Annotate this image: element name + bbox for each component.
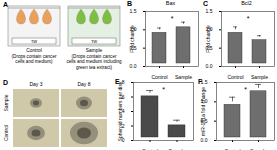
svg-text:1.5: 1.5 bbox=[206, 8, 213, 14]
svg-text:Control: Control bbox=[3, 125, 9, 141]
svg-text:TW: TW bbox=[31, 39, 37, 44]
svg-text:Control: Control bbox=[224, 148, 240, 150]
svg-text:Spheroid numbers per disk: Spheroid numbers per disk bbox=[117, 81, 123, 141]
svg-text:Control: Control bbox=[151, 74, 167, 80]
svg-text:*: * bbox=[244, 86, 247, 93]
svg-text:Sample: Sample bbox=[251, 74, 268, 80]
svg-text:(Drops contain cancer: (Drops contain cancer bbox=[72, 54, 117, 59]
svg-text:Sample: Sample bbox=[250, 148, 267, 150]
svg-text:TW: TW bbox=[91, 39, 97, 44]
svg-text:1.5: 1.5 bbox=[130, 8, 137, 14]
svg-text:Control: Control bbox=[227, 74, 243, 80]
svg-text:1.5: 1.5 bbox=[201, 79, 208, 85]
svg-text:cells and medium including: cells and medium including bbox=[66, 59, 122, 64]
svg-text:Control: Control bbox=[142, 148, 158, 150]
svg-text:Day 3: Day 3 bbox=[29, 81, 42, 87]
svg-text:0.0: 0.0 bbox=[206, 63, 213, 69]
svg-text:A: A bbox=[3, 1, 8, 8]
svg-text:Day 8: Day 8 bbox=[77, 81, 90, 87]
svg-text:*: * bbox=[247, 15, 250, 22]
svg-text:Sample: Sample bbox=[3, 94, 9, 111]
svg-text:Sample: Sample bbox=[86, 48, 103, 53]
svg-text:*: * bbox=[171, 15, 174, 22]
svg-text:0.0: 0.0 bbox=[130, 63, 137, 69]
svg-text:*: * bbox=[162, 86, 165, 93]
svg-text:Control: Control bbox=[26, 48, 41, 53]
svg-text:Sample: Sample bbox=[175, 74, 192, 80]
svg-text:Fold change: Fold change bbox=[129, 25, 135, 53]
svg-text:cells and medium): cells and medium) bbox=[15, 59, 53, 64]
svg-text:Fold change: Fold change bbox=[205, 25, 211, 53]
svg-text:(Drops contain cancer: (Drops contain cancer bbox=[12, 54, 57, 59]
svg-text:green tea extract): green tea extract) bbox=[76, 65, 112, 70]
svg-text:Sample: Sample bbox=[169, 148, 186, 150]
svg-text:0.0: 0.0 bbox=[201, 137, 208, 143]
svg-text:miR-181a fold change: miR-181a fold change bbox=[200, 87, 206, 136]
svg-text:D: D bbox=[3, 79, 8, 86]
